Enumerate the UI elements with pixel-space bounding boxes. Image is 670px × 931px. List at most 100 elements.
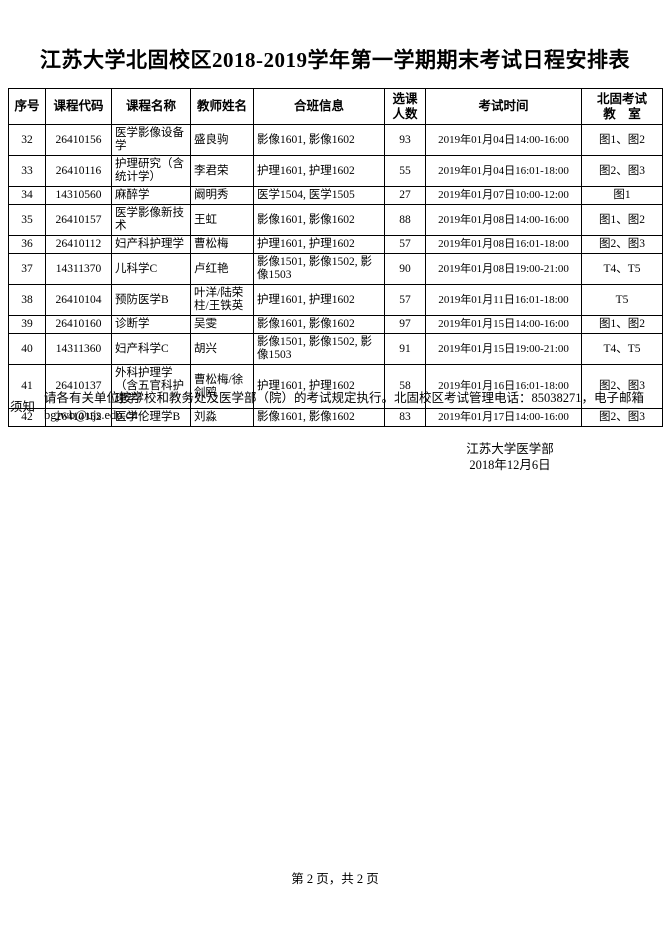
column-header: 教师姓名 bbox=[190, 88, 254, 125]
cell-classes: 护理1601, 护理1602 bbox=[253, 284, 385, 316]
cell-room: 图2、图3 bbox=[581, 235, 663, 254]
cell-room: 图2、图3 bbox=[581, 364, 663, 409]
header-row: 序号 课程代码 课程名称 教师姓名 合班信息 选课 人数 考试时间 北固考试教 室 bbox=[8, 88, 663, 125]
cell-course: 医学影像设备学 bbox=[111, 124, 191, 156]
cell-count: 97 bbox=[384, 315, 426, 334]
cell-classes: 影像1501, 影像1502, 影像1503 bbox=[253, 333, 385, 365]
cell-no: 32 bbox=[8, 124, 46, 156]
cell-room: 图2、图3 bbox=[581, 155, 663, 187]
cell-classes: 影像1601, 影像1602 bbox=[253, 124, 385, 156]
cell-room: T5 bbox=[581, 284, 663, 316]
cell-course: 医学伦理学B bbox=[111, 408, 191, 427]
cell-count: 90 bbox=[384, 253, 426, 285]
table-row: 33 26410116 护理研究（含统计学） 李君荣 护理1601, 护理1602 55 2… bbox=[8, 155, 663, 187]
cell-count: 93 bbox=[384, 124, 426, 156]
cell-time: 2019年01月08日19:00-21:00 bbox=[425, 253, 582, 285]
notice-label: 须知 bbox=[10, 399, 36, 414]
cell-time: 2019年01月11日16:01-18:00 bbox=[425, 284, 582, 316]
cell-time: 2019年01月17日14:00-16:00 bbox=[425, 408, 582, 427]
page-number: 第 2 页，共 2 页 bbox=[291, 872, 379, 886]
cell-classes: 影像1601, 影像1602 bbox=[253, 204, 385, 236]
cell-classes: 护理1601, 护理1602 bbox=[253, 155, 385, 187]
cell-teacher: 王虹 bbox=[190, 204, 254, 236]
exam-table-body: 32 26410156 医学影像设备学 盛良驹 影像1601, 影像1602 93 2019… bbox=[8, 124, 663, 427]
cell-count: 91 bbox=[384, 333, 426, 365]
cell-count: 58 bbox=[384, 364, 426, 409]
cell-teacher: 李君荣 bbox=[190, 155, 254, 187]
cell-count: 55 bbox=[384, 155, 426, 187]
table-row: 40 14311360 妇产科学C 胡兴 影像1501, 影像1502, 影像1503 9… bbox=[8, 333, 663, 365]
cell-no: 33 bbox=[8, 155, 46, 187]
column-header: 选课 人数 bbox=[384, 88, 426, 125]
cell-count: 88 bbox=[384, 204, 426, 236]
cell-teacher: 阚明秀 bbox=[190, 186, 254, 205]
cell-code: 26410156 bbox=[45, 124, 112, 156]
cell-room: 图2、图3 bbox=[581, 408, 663, 427]
column-header: 考试时间 bbox=[425, 88, 582, 125]
cell-classes: 影像1501, 影像1502, 影像1503 bbox=[253, 253, 385, 285]
cell-code: 14311370 bbox=[45, 253, 112, 285]
signature-date: 2018年12月6日 bbox=[469, 458, 551, 472]
cell-no: 37 bbox=[8, 253, 46, 285]
cell-classes: 护理1601, 护理1602 bbox=[253, 364, 385, 409]
cell-room: 图1、图2 bbox=[581, 124, 663, 156]
column-header: 合班信息 bbox=[253, 88, 385, 125]
table-row: 42 26410152 医学伦理学B 刘淼 影像1601, 影像1602 83 2019年0… bbox=[8, 408, 663, 427]
column-header: 课程代码 bbox=[45, 88, 112, 125]
cell-no: 34 bbox=[8, 186, 46, 205]
signature-block: 江苏大学医学部 2018年12月6日 bbox=[420, 441, 600, 473]
exam-table-header: 序号 课程代码 课程名称 教师姓名 合班信息 选课 人数 考试时间 北固考试教 室 bbox=[8, 88, 663, 125]
column-header: 序号 bbox=[8, 88, 46, 125]
cell-room: T4、T5 bbox=[581, 333, 663, 365]
cell-teacher: 曹松梅 bbox=[190, 235, 254, 254]
table-row: 34 14310560 麻醉学 阚明秀 医学1504, 医学1505 27 2019年01月… bbox=[8, 186, 663, 205]
cell-code: 26410152 bbox=[45, 408, 112, 427]
cell-time: 2019年01月08日16:01-18:00 bbox=[425, 235, 582, 254]
table-row: 38 26410104 预防医学B 叶洋/陆荣柱/王铁英 护理1601, 护理1602 5… bbox=[8, 284, 663, 316]
cell-classes: 影像1601, 影像1602 bbox=[253, 408, 385, 427]
notice-block: 须知 请各有关单位按学校和教务处及医学部（院）的考试规定执行。北固校区考试管理电… bbox=[10, 390, 655, 424]
cell-time: 2019年01月15日14:00-16:00 bbox=[425, 315, 582, 334]
cell-course: 麻醉学 bbox=[111, 186, 191, 205]
table-row: 39 26410160 诊断学 吴雯 影像1601, 影像1602 97 2019年01月1… bbox=[8, 315, 663, 334]
cell-no: 39 bbox=[8, 315, 46, 334]
cell-code: 26410157 bbox=[45, 204, 112, 236]
cell-teacher: 刘淼 bbox=[190, 408, 254, 427]
cell-course: 儿科学C bbox=[111, 253, 191, 285]
cell-no: 36 bbox=[8, 235, 46, 254]
cell-room: T4、T5 bbox=[581, 253, 663, 285]
cell-room: 图1 bbox=[581, 186, 663, 205]
cell-classes: 护理1601, 护理1602 bbox=[253, 235, 385, 254]
cell-course: 护理研究（含统计学） bbox=[111, 155, 191, 187]
cell-no: 40 bbox=[8, 333, 46, 365]
notice-text: 请各有关单位按学校和教务处及医学部（院）的考试规定执行。北固校区考试管理电话：8… bbox=[44, 391, 645, 422]
cell-teacher: 盛良驹 bbox=[190, 124, 254, 156]
cell-time: 2019年01月04日16:01-18:00 bbox=[425, 155, 582, 187]
cell-classes: 影像1601, 影像1602 bbox=[253, 315, 385, 334]
cell-room: 图1、图2 bbox=[581, 204, 663, 236]
cell-code: 14310560 bbox=[45, 186, 112, 205]
table-row: 36 26410112 妇产科护理学 曹松梅 护理1601, 护理1602 57 2019年… bbox=[8, 235, 663, 254]
cell-course: 医学影像新技术 bbox=[111, 204, 191, 236]
column-header: 课程名称 bbox=[111, 88, 191, 125]
exam-schedule-table: 序号 课程代码 课程名称 教师姓名 合班信息 选课 人数 考试时间 北固考试教 室 32 2641… bbox=[8, 88, 663, 427]
cell-teacher: 叶洋/陆荣柱/王铁英 bbox=[190, 284, 254, 316]
cell-time: 2019年01月15日19:00-21:00 bbox=[425, 333, 582, 365]
table-row: 32 26410156 医学影像设备学 盛良驹 影像1601, 影像1602 93 2019… bbox=[8, 124, 663, 156]
cell-classes: 医学1504, 医学1505 bbox=[253, 186, 385, 205]
table-row: 35 26410157 医学影像新技术 王虹 影像1601, 影像1602 88 2019年… bbox=[8, 204, 663, 236]
cell-no: 35 bbox=[8, 204, 46, 236]
cell-time: 2019年01月04日14:00-16:00 bbox=[425, 124, 582, 156]
cell-course: 预防医学B bbox=[111, 284, 191, 316]
page-title: 江苏大学北固校区2018-2019学年第一学期期末考试日程安排表 bbox=[40, 48, 630, 72]
cell-no: 42 bbox=[8, 408, 46, 427]
cell-code: 26410160 bbox=[45, 315, 112, 334]
cell-code: 26410104 bbox=[45, 284, 112, 316]
signature-org: 江苏大学医学部 bbox=[466, 442, 554, 456]
cell-teacher: 曹松梅/徐剑鸥 bbox=[190, 364, 254, 409]
cell-course: 妇产科学C bbox=[111, 333, 191, 365]
cell-no: 41 bbox=[8, 364, 46, 409]
cell-count: 57 bbox=[384, 284, 426, 316]
cell-time: 2019年01月08日14:00-16:00 bbox=[425, 204, 582, 236]
